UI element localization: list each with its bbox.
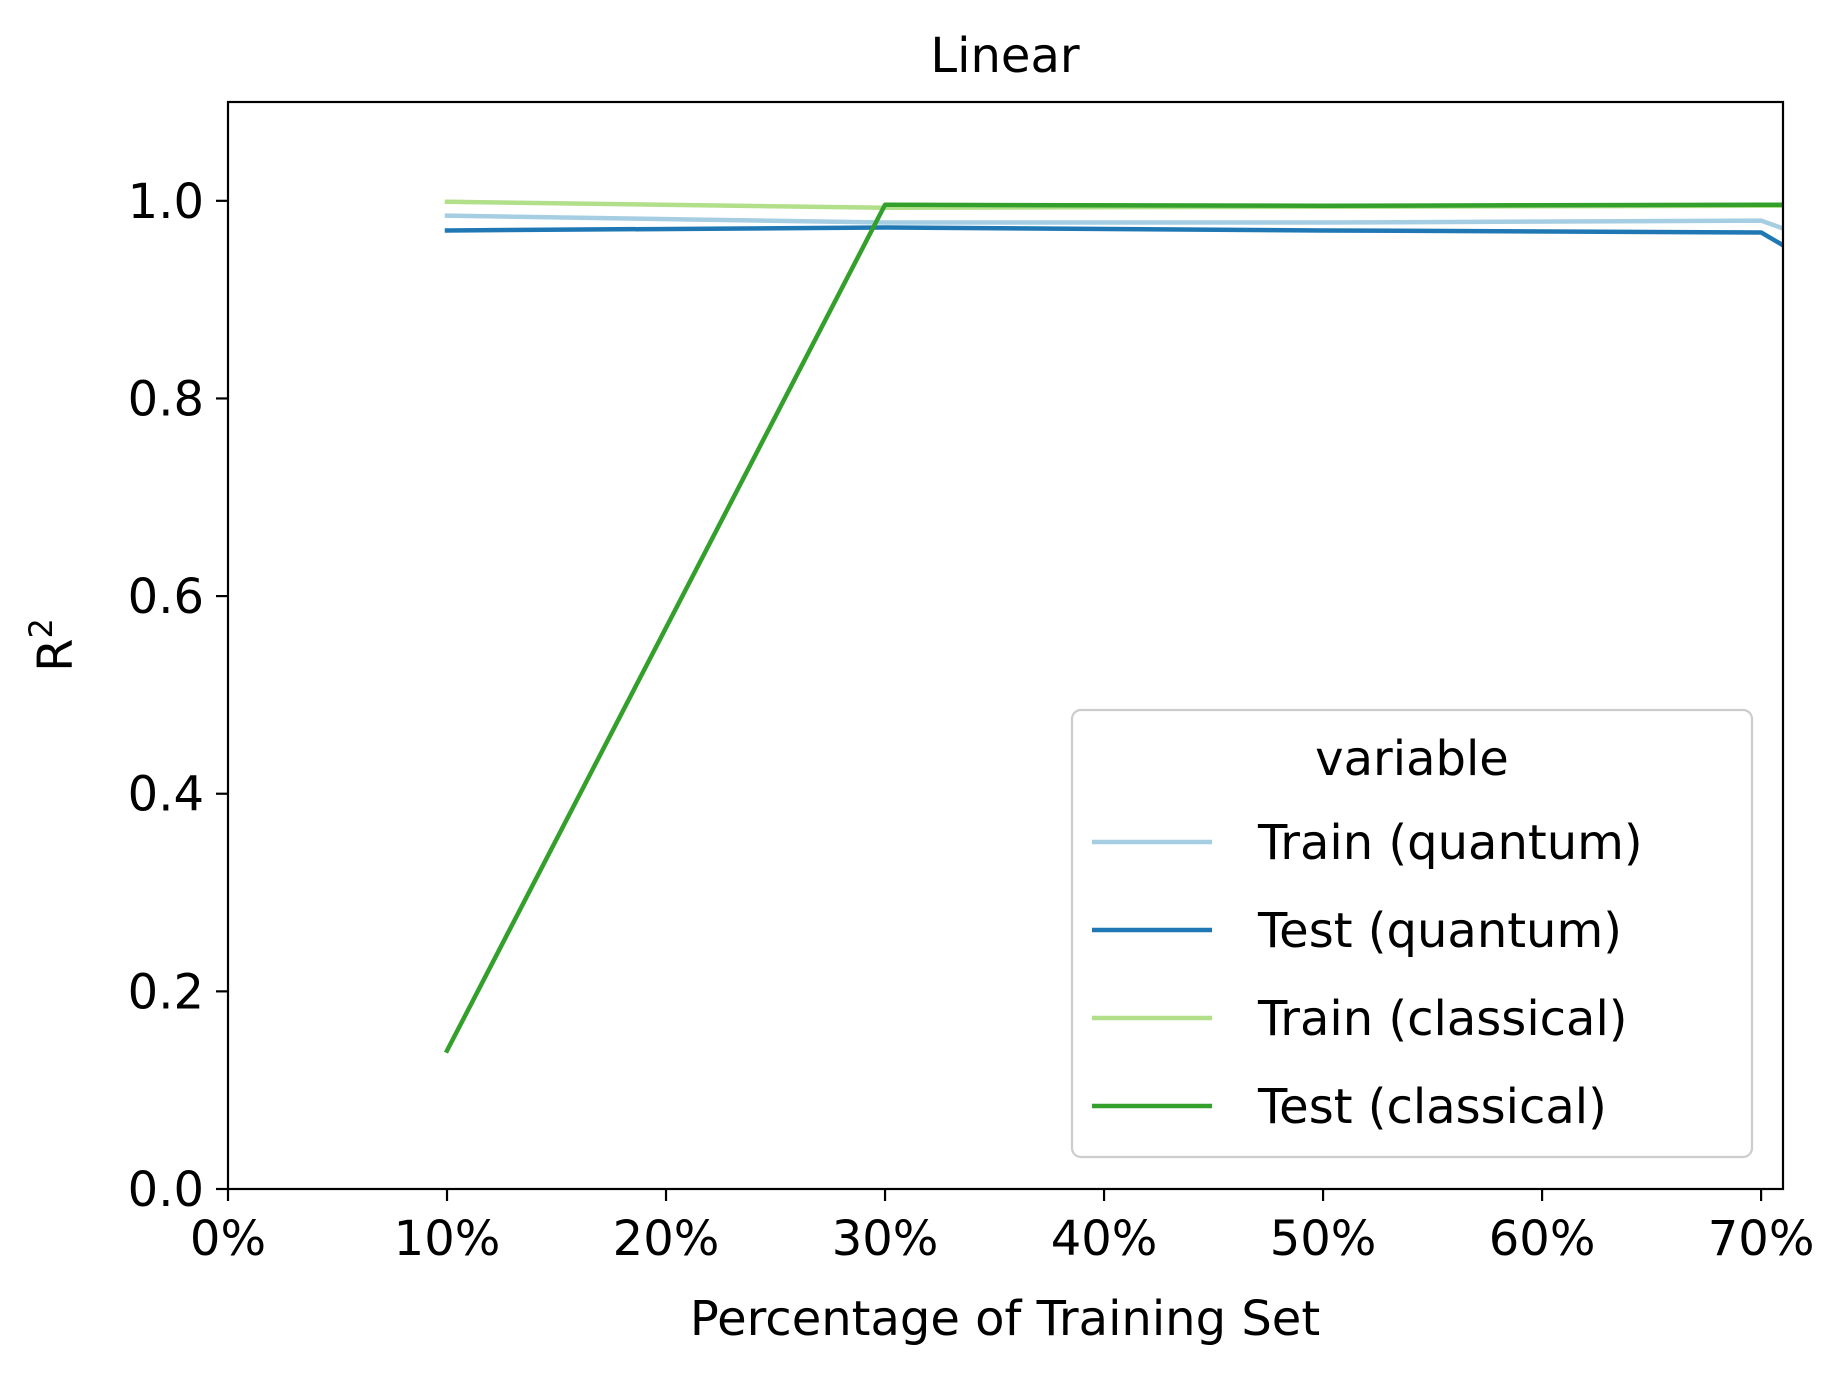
y-tick-label: 0.2: [128, 964, 204, 1020]
y-tick-label: 0.8: [128, 371, 204, 427]
legend-label-test-quantum: Test (quantum): [1257, 903, 1622, 959]
legend-title: variable: [1315, 731, 1509, 787]
x-tick-label: 0%: [190, 1211, 266, 1267]
y-axis-label-superscript: 2: [22, 618, 60, 638]
y-axis-label-base: R: [28, 639, 84, 672]
x-axis: 0% 10% 20% 30% 40% 50% 60% 70%: [190, 1189, 1815, 1267]
y-axis: 0.0 0.2 0.4 0.6 0.8 1.0: [128, 174, 228, 1218]
legend: variable Train (quantum)Test (quantum)Tr…: [1070, 708, 1754, 1159]
y-tick-label: 0.4: [128, 767, 204, 823]
x-tick-label: 70%: [1708, 1211, 1815, 1267]
y-tick-label: 0.0: [128, 1162, 204, 1218]
series-line-train-quantum: [444, 213, 1783, 231]
x-tick-label: 10%: [394, 1211, 501, 1267]
x-tick-label: 50%: [1270, 1211, 1377, 1267]
legend-label-train-classical: Train (classical): [1257, 991, 1628, 1047]
y-tick-label: 0.6: [128, 569, 204, 625]
x-tick-label: 40%: [1051, 1211, 1158, 1267]
chart-title: Linear: [930, 28, 1079, 84]
legend-box: [1070, 708, 1754, 1159]
legend-entries: Train (quantum) Test (quantum) Train (clas…: [1092, 815, 1643, 1135]
y-axis-label: R2: [22, 618, 84, 672]
x-axis-label: Percentage of Training Set: [690, 1291, 1320, 1347]
y-tick-label: 1.0: [128, 174, 204, 230]
series-line-test-quantum: [444, 225, 1783, 248]
legend-label-test-classical: Test (classical): [1257, 1079, 1607, 1135]
x-tick-label: 60%: [1489, 1211, 1596, 1267]
legend-label-train-quantum: Train (quantum): [1257, 815, 1643, 871]
series-layer: [443, 199, 1783, 1054]
series-line-test-classical: [443, 202, 1783, 1054]
x-tick-label: 30%: [832, 1211, 939, 1267]
x-tick-label: 20%: [613, 1211, 720, 1267]
plot-frame: [226, 100, 1785, 1191]
